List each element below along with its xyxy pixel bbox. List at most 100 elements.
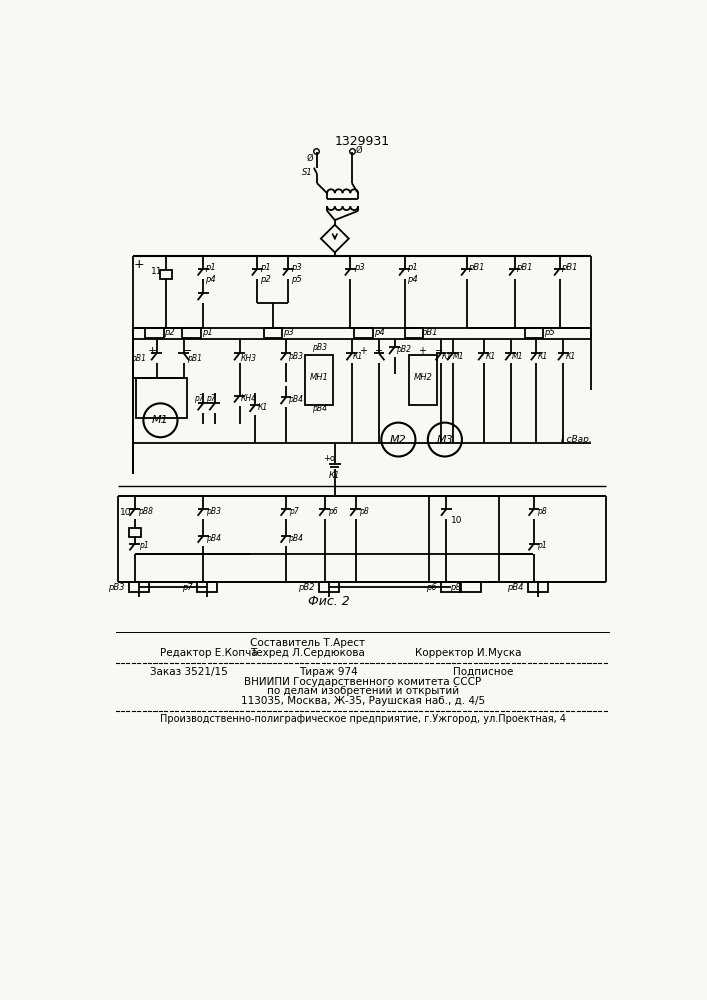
Text: Ø: Ø [307, 154, 313, 163]
Text: рВ4: рВ4 [206, 534, 221, 543]
Text: р8: р8 [358, 507, 368, 516]
Text: рВ3: рВ3 [206, 507, 221, 516]
Bar [404, 328, 423, 338]
Text: рВ3: рВ3 [288, 352, 303, 361]
Text: Тираж 974: Тираж 974 [299, 667, 358, 677]
Text: р5: р5 [291, 275, 301, 284]
Text: р6: р6 [426, 583, 437, 592]
Text: 11: 11 [151, 267, 163, 276]
Bar [182, 328, 201, 338]
Text: +o: +o [323, 454, 335, 463]
Bar [354, 328, 373, 338]
Text: рВ1: рВ1 [467, 263, 484, 272]
Text: М1: М1 [152, 415, 169, 425]
Text: 1329931: 1329931 [335, 135, 390, 148]
Text: р7: р7 [194, 394, 204, 403]
Text: р8: р8 [537, 507, 547, 516]
Text: +: + [418, 346, 426, 356]
Text: рВ4: рВ4 [508, 583, 524, 592]
Text: р1: р1 [259, 263, 271, 272]
Text: рВ4: рВ4 [312, 404, 327, 413]
Bar [409, 355, 437, 405]
Bar [528, 582, 548, 592]
Text: К1: К1 [353, 352, 363, 361]
Text: р8: р8 [450, 583, 460, 592]
Text: р1: р1 [201, 328, 212, 337]
Text: МН1: МН1 [310, 373, 329, 382]
Text: Подписное: Подписное [453, 667, 514, 677]
Text: +: + [134, 258, 144, 271]
Text: ВНИИПИ Государственного комитета СССР: ВНИИПИ Государственного комитета СССР [244, 677, 481, 687]
Text: I сВар.: I сВар. [561, 435, 592, 444]
Bar [264, 328, 282, 338]
Text: р3: р3 [283, 328, 293, 337]
Text: К1: К1 [566, 352, 575, 361]
Bar [319, 582, 339, 592]
Text: по делам изобретений и открытий: по делам изобретений и открытий [267, 686, 459, 696]
Bar [429, 496, 499, 582]
Text: Производственно-полиграфическое предприятие, г.Ужгород, ул.Проектная, 4: Производственно-полиграфическое предприя… [160, 714, 566, 724]
Text: К1: К1 [257, 403, 268, 412]
Text: р6: р6 [327, 507, 337, 516]
Text: р2: р2 [164, 328, 175, 337]
Text: р3: р3 [291, 263, 301, 272]
Text: рВ3: рВ3 [312, 343, 327, 352]
Text: 10: 10 [451, 516, 462, 525]
Text: М3: М3 [436, 435, 453, 445]
Text: рВ3: рВ3 [108, 583, 125, 592]
Bar [441, 582, 461, 592]
Text: К1: К1 [329, 471, 341, 480]
Text: КН3: КН3 [241, 354, 257, 363]
Text: М1: М1 [512, 352, 523, 361]
Text: р7: р7 [289, 507, 298, 516]
Text: МН2: МН2 [414, 373, 433, 382]
Text: М1: М1 [453, 352, 464, 361]
Bar [460, 582, 481, 592]
Text: К1: К1 [538, 352, 549, 361]
Bar [160, 270, 172, 279]
Text: р1: р1 [537, 541, 547, 550]
Bar [525, 328, 543, 338]
Text: рВ1: рВ1 [187, 354, 202, 363]
Text: Ø: Ø [356, 146, 362, 155]
Text: −: − [183, 346, 192, 356]
Text: р5: р5 [544, 328, 555, 337]
Text: М2: М2 [390, 435, 407, 445]
Text: рВ8: рВ8 [139, 507, 153, 516]
Bar [305, 355, 333, 405]
Text: р1: р1 [139, 541, 149, 550]
Text: р3: р3 [354, 263, 365, 272]
Text: Составитель Т.Арест: Составитель Т.Арест [250, 638, 366, 648]
Text: рВ2: рВ2 [397, 345, 411, 354]
Text: р4: р4 [206, 275, 216, 284]
Bar [145, 328, 163, 338]
Text: р7: р7 [182, 583, 193, 592]
Text: рВ1: рВ1 [421, 328, 438, 337]
Text: Техред Л.Сердюкова: Техред Л.Сердюкова [250, 648, 365, 658]
Text: Редактор Е.Копча: Редактор Е.Копча [160, 648, 258, 658]
Text: +: + [148, 346, 158, 356]
Bar [197, 582, 217, 592]
Text: К1: К1 [486, 352, 496, 361]
Text: −: − [435, 346, 443, 356]
Text: рВ4: рВ4 [288, 534, 303, 543]
Text: рВ1: рВ1 [515, 263, 532, 272]
Text: Заказ 3521/15: Заказ 3521/15 [151, 667, 228, 677]
Bar [136, 378, 187, 418]
Text: Корректор И.Муска: Корректор И.Муска [415, 648, 521, 658]
Text: рВ2: рВ2 [298, 583, 315, 592]
Text: 10: 10 [119, 508, 132, 517]
Bar [129, 528, 141, 537]
Text: р4: р4 [373, 328, 385, 337]
Text: р4: р4 [407, 275, 418, 284]
Text: р1: р1 [206, 263, 216, 272]
Text: +: + [359, 346, 368, 356]
Text: р2: р2 [259, 275, 271, 284]
Text: р7: р7 [206, 394, 216, 403]
Text: КН4: КН4 [241, 394, 257, 403]
Text: р1: р1 [407, 263, 418, 272]
Text: рВ4: рВ4 [288, 395, 303, 404]
Text: Фис. 2: Фис. 2 [308, 595, 349, 608]
Text: −: − [375, 346, 383, 356]
Bar [129, 582, 149, 592]
